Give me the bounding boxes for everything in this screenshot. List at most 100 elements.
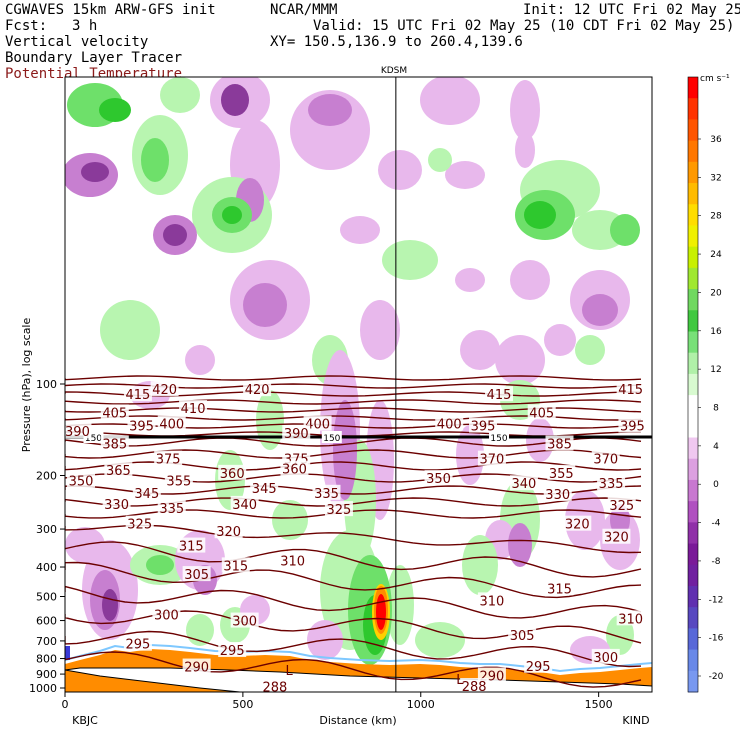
valid-time: Valid: 15 UTC Fri 02 May 25 (10 CDT Fri … (313, 18, 735, 34)
velocity-cell (99, 98, 131, 122)
contour-label: 370 (479, 453, 504, 468)
contour-label: 395 (471, 420, 496, 435)
right-station-label: KIND (622, 714, 649, 727)
contour-label-bg (602, 528, 631, 544)
contour-label: 288 (262, 681, 287, 696)
velocity-cell (340, 216, 380, 244)
contour-label-bg (303, 415, 332, 431)
contour-label: 405 (102, 406, 127, 421)
contour-label: 315 (179, 540, 204, 555)
contour-label: 345 (134, 487, 159, 502)
contour-label-bg (545, 580, 574, 596)
terrain-edge-blue (65, 646, 70, 660)
velocity-cell (100, 300, 160, 360)
colorbar-swatch (688, 395, 698, 417)
colorbar-label: 16 (710, 327, 722, 337)
contour-label-bg (123, 635, 152, 651)
colorbar-swatch (688, 331, 698, 354)
tropopause-label: 150 (490, 434, 507, 444)
contour-label-bg (618, 417, 647, 433)
colorbar-swatch (688, 119, 698, 142)
colorbar-label: 20 (710, 288, 722, 298)
velocity-cell (456, 425, 484, 485)
contour-label: 310 (280, 554, 305, 569)
colorbar-label: -4 (712, 519, 721, 529)
potential-temperature-contours (65, 375, 642, 688)
velocity-cell (524, 201, 556, 229)
colorbar-swatch (688, 140, 698, 163)
colorbar-swatch (688, 310, 698, 332)
contour-label-bg (65, 423, 92, 439)
contour-label: 320 (604, 531, 629, 546)
velocity-cell (610, 214, 640, 246)
contour-label: 335 (599, 477, 624, 492)
tropopause-label-bg (321, 431, 342, 443)
contour-label-bg (591, 450, 620, 466)
y-tick-label: 700 (36, 635, 57, 648)
contour-label: 410 (181, 402, 206, 417)
contour-label: 295 (526, 660, 551, 675)
colorbar-swatch (688, 607, 698, 629)
colorbar-swatch (688, 458, 698, 481)
contour-label-bg (221, 557, 250, 573)
velocity-cell (360, 300, 400, 360)
colorbar-label: -8 (712, 557, 721, 567)
colorbar-label: 24 (710, 250, 722, 260)
contour-label-bg (150, 381, 179, 397)
contour-label: 415 (487, 388, 512, 403)
colorbar-label: -16 (709, 634, 724, 644)
contour-label: 305 (510, 629, 535, 644)
theta-contour (65, 461, 642, 471)
contour-label: 330 (545, 488, 570, 503)
contour-label: 325 (327, 503, 352, 518)
terrain-underside (65, 667, 652, 692)
contour-label: 385 (547, 438, 572, 453)
contour-label: 420 (152, 383, 177, 398)
colorbar-swatch (688, 416, 698, 439)
colorbar-swatch (688, 289, 698, 311)
contour-label-bg (179, 400, 208, 416)
contour-label-bg (100, 404, 129, 420)
contour-label-bg (157, 500, 186, 516)
velocity-cell (515, 132, 535, 168)
velocity-cell (386, 565, 414, 645)
contour-label: 330 (104, 498, 129, 513)
theta-contour (65, 437, 642, 447)
y-tick-label: 300 (36, 523, 57, 536)
velocity-cell (445, 161, 485, 189)
forecast-hour: 3 h (72, 18, 98, 34)
contour-label-bg (424, 470, 453, 486)
y-tick-label: 400 (36, 561, 57, 574)
velocity-cell (308, 94, 352, 126)
contour-label: 300 (593, 651, 618, 666)
tropopause-label: 150 (85, 434, 102, 444)
velocity-cell (510, 80, 540, 140)
contour-label: 310 (618, 612, 643, 627)
contour-label-bg (547, 464, 576, 480)
contour-label: 365 (106, 464, 131, 479)
colorbar-label: 36 (710, 135, 722, 145)
contour-label: 300 (232, 615, 257, 630)
velocity-cell (256, 390, 284, 450)
colorbar-label: 12 (710, 365, 721, 375)
y-tick-label: 500 (36, 590, 57, 603)
contour-label-bg (543, 485, 572, 501)
velocity-cell (420, 77, 480, 125)
y-axis-label: Pressure (hPa), log scale (20, 318, 33, 453)
contour-label: 350 (426, 472, 451, 487)
velocity-cell (221, 84, 249, 116)
contour-label: 340 (232, 498, 257, 513)
colorbar-swatch (688, 352, 698, 375)
contour-label: 305 (184, 568, 209, 583)
contour-label: 415 (618, 383, 643, 398)
contour-label-bg (260, 678, 289, 692)
contour-label-bg (280, 460, 309, 476)
x-tick-label: 1500 (585, 698, 613, 711)
colorbar-swatch (688, 543, 698, 566)
contour-label-bg (545, 435, 574, 451)
y-tick-label: 600 (36, 615, 57, 628)
colorbar-unit: cm s⁻¹ (700, 74, 730, 84)
velocity-cell (146, 555, 174, 575)
